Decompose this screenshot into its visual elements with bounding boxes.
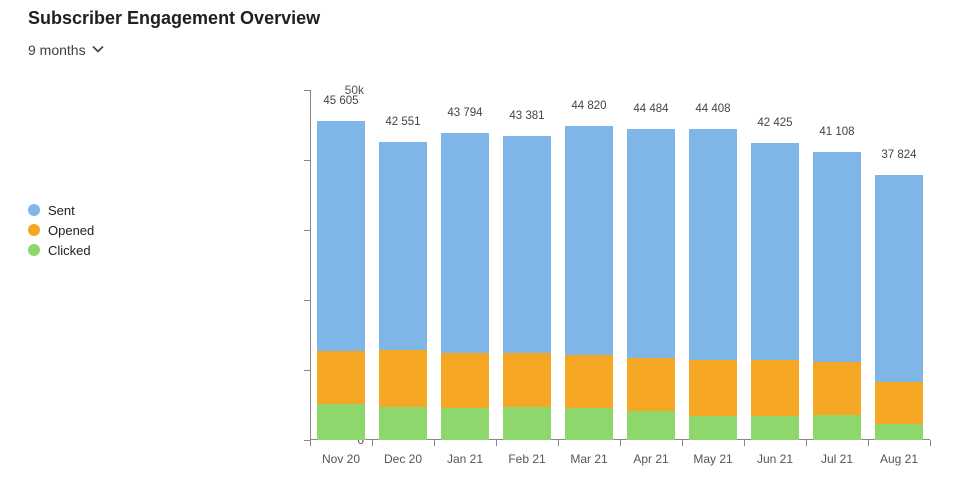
engagement-chart: 010k20k30k40k50kNov 2045 605Dec 2042 551… — [260, 80, 940, 480]
bar-segment-clicked — [503, 407, 551, 440]
bar-value-label: 44 408 — [695, 103, 730, 115]
x-tick — [930, 440, 931, 446]
bar-segment-clicked — [627, 411, 675, 440]
bar-value-label: 44 484 — [633, 103, 668, 115]
bar-segment-clicked — [813, 415, 861, 440]
bar-value-label: 45 605 — [323, 95, 358, 107]
bar-value-label: 43 381 — [509, 110, 544, 122]
bar-value-label: 43 794 — [447, 107, 482, 119]
y-tick — [304, 300, 310, 301]
bar-value-label: 41 108 — [819, 126, 854, 138]
legend-item-opened: Opened — [28, 220, 94, 240]
x-tick — [558, 440, 559, 446]
bar-segment-clicked — [751, 416, 799, 440]
x-tick — [868, 440, 869, 446]
y-tick — [304, 370, 310, 371]
x-tick-label: Mar 21 — [570, 452, 607, 466]
bar-segment-clicked — [689, 416, 737, 441]
x-tick — [744, 440, 745, 446]
bar-segment-clicked — [379, 407, 427, 440]
bar-segment-clicked — [565, 408, 613, 440]
x-tick-label: Jun 21 — [757, 452, 793, 466]
legend-item-clicked: Clicked — [28, 240, 94, 260]
legend: Sent Opened Clicked — [28, 200, 94, 260]
x-tick — [434, 440, 435, 446]
bar-value-label: 44 820 — [571, 100, 606, 112]
x-tick-label: Apr 21 — [633, 452, 668, 466]
bar-value-label: 37 824 — [881, 149, 916, 161]
x-tick-label: Nov 20 — [322, 452, 360, 466]
legend-swatch-opened — [28, 224, 40, 236]
bar-value-label: 42 425 — [757, 117, 792, 129]
x-tick-label: Jan 21 — [447, 452, 483, 466]
x-tick — [806, 440, 807, 446]
page-title: Subscriber Engagement Overview — [28, 8, 320, 29]
x-tick — [620, 440, 621, 446]
time-range-label: 9 months — [28, 42, 86, 58]
bar-segment-clicked — [441, 408, 489, 440]
y-tick — [304, 230, 310, 231]
x-tick-label: Dec 20 — [384, 452, 422, 466]
legend-label-clicked: Clicked — [48, 243, 91, 258]
x-tick — [372, 440, 373, 446]
bar-segment-clicked — [875, 424, 923, 440]
x-tick-label: Aug 21 — [880, 452, 918, 466]
bar-value-label: 42 551 — [385, 116, 420, 128]
x-tick — [496, 440, 497, 446]
time-range-selector[interactable]: 9 months — [28, 42, 104, 58]
x-tick-label: May 21 — [693, 452, 732, 466]
x-tick — [310, 440, 311, 446]
chevron-down-icon — [92, 42, 104, 58]
x-tick — [682, 440, 683, 446]
legend-swatch-clicked — [28, 244, 40, 256]
x-tick-label: Feb 21 — [508, 452, 545, 466]
bar-segment-clicked — [317, 404, 365, 440]
legend-swatch-sent — [28, 204, 40, 216]
y-tick — [304, 90, 310, 91]
y-tick — [304, 160, 310, 161]
x-tick-label: Jul 21 — [821, 452, 853, 466]
legend-label-sent: Sent — [48, 203, 75, 218]
legend-item-sent: Sent — [28, 200, 94, 220]
legend-label-opened: Opened — [48, 223, 94, 238]
